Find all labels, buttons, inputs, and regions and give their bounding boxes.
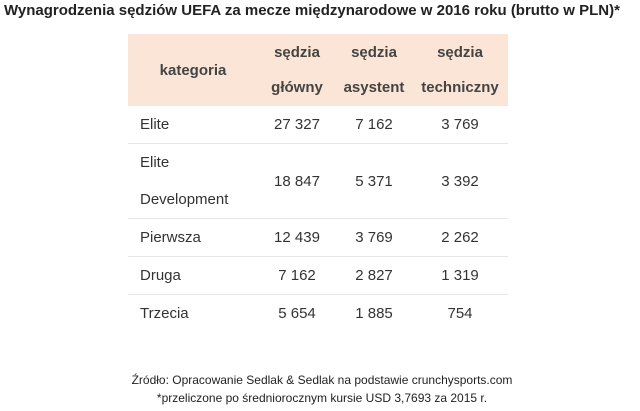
salary-table: kategoria sędzia główny sędzia asystent sędzi… xyxy=(128,34,508,332)
source-note: Źródło: Opracowanie Sedlak & Sedlak na p… xyxy=(131,373,513,387)
value-cell: 754 xyxy=(412,294,508,332)
header-text: główny xyxy=(271,79,323,96)
value-cell: 12 439 xyxy=(258,218,336,257)
table-row: Elite Development 18 847 5 371 3 392 xyxy=(128,143,508,219)
value-cell: 5 654 xyxy=(258,294,336,332)
category-text: Pierwsza xyxy=(140,229,201,246)
value-cell: 27 327 xyxy=(274,116,320,133)
value-cell: 3 769 xyxy=(441,116,479,133)
category-cell: Pierwsza xyxy=(128,218,258,257)
value-cell: 1 319 xyxy=(412,256,508,295)
header-cell: sędzia asystent xyxy=(336,34,412,106)
table-row: Trzecia 5 654 1 885 754 xyxy=(128,294,508,332)
value-cell: 2 262 xyxy=(412,218,508,257)
category-text: Development xyxy=(140,191,229,208)
value-cell: 2 827 xyxy=(336,256,412,295)
header-text: asystent xyxy=(343,79,405,96)
header-cell: kategoria xyxy=(128,34,258,106)
table-row: Pierwsza 12 439 3 769 2 262 xyxy=(128,218,508,257)
header-row: kategoria sędzia główny sędzia asystent sędzi… xyxy=(128,34,508,106)
category-cell: Elite xyxy=(128,106,258,144)
table-row: Druga 7 162 2 827 1 319 xyxy=(128,256,508,295)
category-cell: Elite Development xyxy=(128,143,258,219)
value-cell: 7 162 xyxy=(355,116,393,133)
header-text: sędzia xyxy=(351,44,397,61)
header-text: kategoria xyxy=(159,61,227,79)
header-text: sędzia xyxy=(437,44,483,61)
value-cell: 5 371 xyxy=(336,143,412,219)
category-text: Elite xyxy=(140,116,170,133)
category-text: Trzecia xyxy=(140,305,189,322)
category-cell: Trzecia xyxy=(128,294,258,332)
value-cell: 7 162 xyxy=(258,256,336,295)
title: Wynagrodzenia sędziów UEFA za mecze międ… xyxy=(4,2,620,19)
value-cell: 18 847 xyxy=(258,143,336,219)
value-cell: 3 392 xyxy=(412,143,508,219)
currency-note: *przeliczone po średniorocznym kursie US… xyxy=(156,391,488,405)
value-cell: 1 885 xyxy=(336,294,412,332)
header-cell: sędzia główny xyxy=(258,34,336,106)
table-row: Elite 27 327 7 162 3 769 xyxy=(128,106,508,144)
category-cell: Druga xyxy=(128,256,258,295)
header-cell: sędzia techniczny xyxy=(412,34,508,106)
header-text: techniczny xyxy=(421,79,499,96)
category-text: Elite xyxy=(140,154,170,171)
header-text: sędzia xyxy=(274,44,320,61)
category-text: Druga xyxy=(140,267,181,284)
value-cell: 3 769 xyxy=(336,218,412,257)
